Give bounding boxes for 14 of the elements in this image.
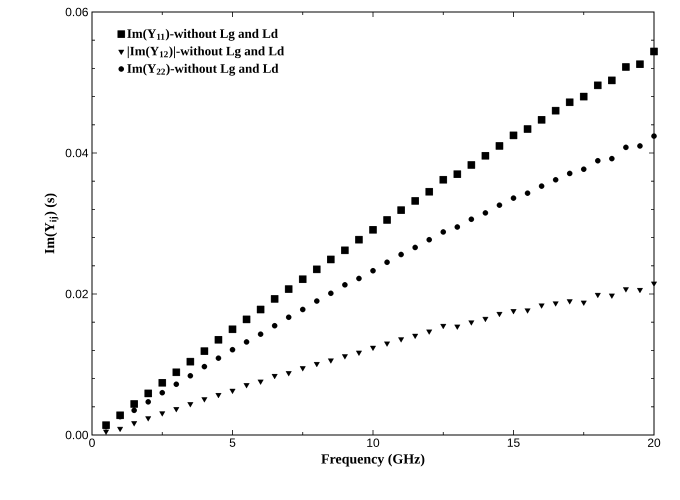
- legend-label: |Im(Y$_{12}$)|-without Lg and Ld: [128, 46, 284, 58]
- legend-label: Im(Y$_{11}$)-without Lg and Ld: [127, 28, 278, 41]
- y-tick-label: 0.04: [66, 148, 88, 158]
- y-tick-label: 0.00: [66, 430, 88, 440]
- x-tick-label: 20: [648, 438, 660, 447]
- x-tick-label: 5: [230, 438, 236, 447]
- x-tick-label: 0: [89, 438, 95, 447]
- y-tick-label: 0.02: [66, 290, 88, 298]
- x-tick-label: 10: [367, 438, 380, 447]
- x-tick-label: 15: [508, 438, 520, 447]
- x-axis-title: Frequency (GHz): [321, 454, 424, 467]
- legend-label: Im(Y$_{22}$)-without Lg and Ld: [127, 64, 278, 76]
- y-axis-title: Im(Y$_{ij}$) (s): [44, 194, 58, 254]
- y-tick-label: 0.06: [66, 8, 88, 16]
